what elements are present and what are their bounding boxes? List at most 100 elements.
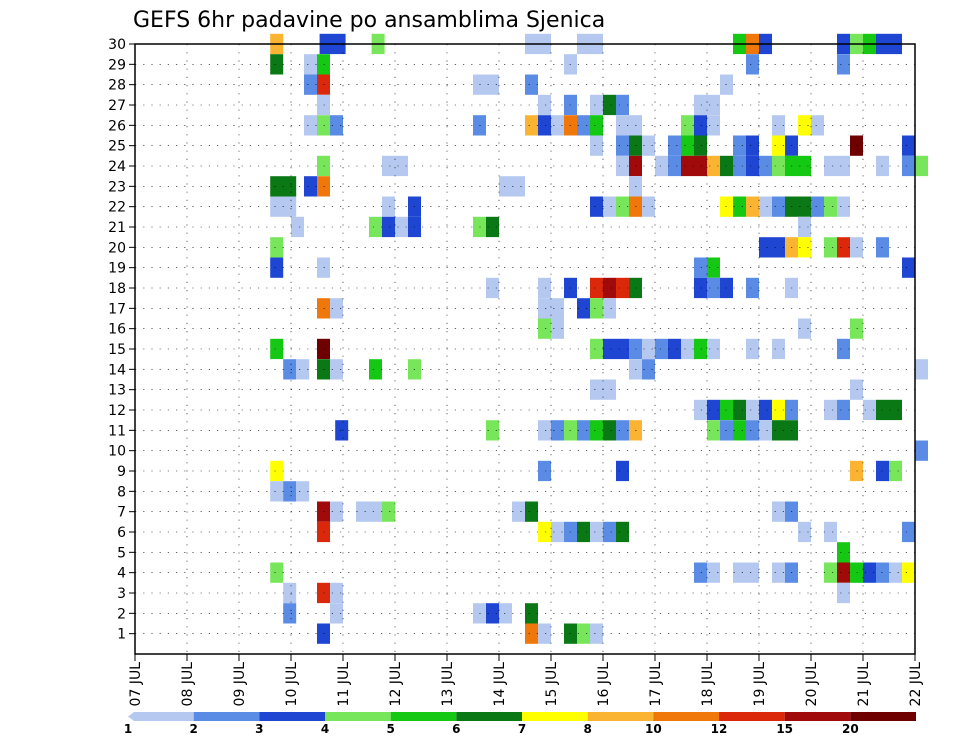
precip-cell [863, 562, 876, 583]
precip-cell [603, 277, 616, 299]
precip-cell [746, 155, 759, 177]
precip-cell [577, 420, 590, 441]
colorbar-swatch [128, 712, 194, 721]
precip-cell [603, 420, 616, 441]
precip-cell [863, 399, 876, 421]
x-tick-label: 18 JUL [700, 662, 716, 707]
colorbar-swatch [522, 712, 588, 721]
y-tick-label: 1 [117, 627, 126, 643]
x-tick-label: 22 JUL [908, 662, 924, 707]
precip-cell [850, 460, 863, 482]
precip-cell [317, 623, 330, 644]
precip-cell [915, 440, 928, 461]
y-tick-label: 28 [108, 78, 126, 94]
precip-cell [902, 521, 915, 543]
precip-cell [590, 135, 603, 156]
precip-cell [889, 562, 902, 583]
x-axis: 07 JUL 08 JUL 09 JUL 10 JUL 11 JUL 12 JUL 13 J… [128, 654, 924, 706]
precip-cell [733, 196, 746, 217]
y-tick-label: 14 [108, 362, 126, 378]
colorbar-swatch [259, 712, 325, 721]
x-tick-label: 11 JUL [336, 662, 352, 707]
precip-cell [525, 623, 538, 644]
precip-cell [759, 399, 772, 421]
precip-cell [603, 298, 616, 319]
precip-cell [746, 277, 759, 299]
precip-cell [824, 155, 850, 177]
colorbar-swatch [193, 712, 260, 721]
precip-cell [642, 196, 655, 217]
precip-cell [681, 155, 707, 177]
precip-cell [707, 562, 720, 583]
precip-cell [330, 115, 343, 136]
precip-cell [616, 155, 629, 177]
precip-cell [733, 155, 746, 177]
y-tick-label: 24 [108, 159, 126, 175]
precip-cell [837, 237, 850, 258]
colorbar-label: 1 [124, 722, 132, 736]
precip-cell [707, 277, 720, 299]
precip-cell [837, 562, 850, 583]
precip-cell [772, 420, 798, 441]
precip-cell [304, 176, 317, 197]
precip-cell [551, 318, 564, 339]
precip-cell [270, 481, 284, 502]
precip-cell [577, 521, 590, 543]
precip-cell [707, 257, 720, 278]
precip-cell [317, 501, 330, 522]
y-tick-label: 10 [108, 444, 126, 460]
precip-cell [317, 338, 330, 360]
y-tick-label: 20 [108, 240, 126, 256]
precip-cell [733, 135, 746, 156]
precip-cell [590, 115, 603, 136]
precip-cell [590, 338, 603, 360]
precip-cell [616, 521, 629, 543]
precip-cell [330, 359, 343, 380]
x-tick-label: 16 JUL [596, 662, 612, 707]
precip-cell [317, 155, 330, 177]
precip-cell [330, 582, 343, 604]
colorbar-label: 5 [386, 722, 394, 736]
precip-cell [335, 420, 349, 441]
precip-cell [330, 298, 343, 319]
x-tick-label: 17 JUL [648, 662, 664, 707]
precip-cell [824, 399, 837, 421]
y-tick-label: 6 [117, 525, 126, 541]
precip-cell [538, 460, 551, 482]
precip-cell [902, 135, 915, 156]
y-tick-label: 16 [108, 322, 126, 338]
colorbar-label: 7 [518, 722, 526, 736]
precip-cell [759, 420, 772, 441]
precip-cell [270, 257, 284, 278]
x-tick-label: 07 JUL [128, 662, 144, 707]
y-tick-label: 5 [117, 545, 126, 561]
precip-cell [668, 155, 681, 177]
precip-cell [616, 460, 629, 482]
precip-cell [746, 54, 759, 75]
y-tick-label: 3 [117, 586, 126, 602]
colorbar-swatch [325, 712, 391, 721]
precip-cell [317, 94, 330, 116]
precip-cell [772, 135, 785, 156]
precip-cell [876, 562, 889, 583]
precip-cell [317, 521, 330, 543]
y-tick-label: 8 [117, 484, 126, 500]
precip-cell [473, 74, 499, 95]
precip-cell [850, 379, 863, 400]
precip-cell [902, 562, 915, 583]
colorbar-label: 15 [776, 722, 793, 736]
colorbar-swatch [719, 712, 785, 721]
colorbar-label: 2 [189, 722, 197, 736]
precip-cell [668, 135, 681, 156]
precip-cell [694, 257, 707, 278]
precip-cell [486, 420, 499, 441]
y-tick-label: 18 [108, 281, 126, 297]
precip-cell [746, 135, 759, 156]
precip-cell [486, 216, 499, 238]
precip-cell [876, 399, 902, 421]
precip-cell [590, 521, 603, 543]
precip-cell [270, 460, 284, 482]
y-tick-label: 4 [117, 566, 126, 582]
precip-cell [499, 603, 512, 624]
precip-cell [694, 94, 720, 116]
